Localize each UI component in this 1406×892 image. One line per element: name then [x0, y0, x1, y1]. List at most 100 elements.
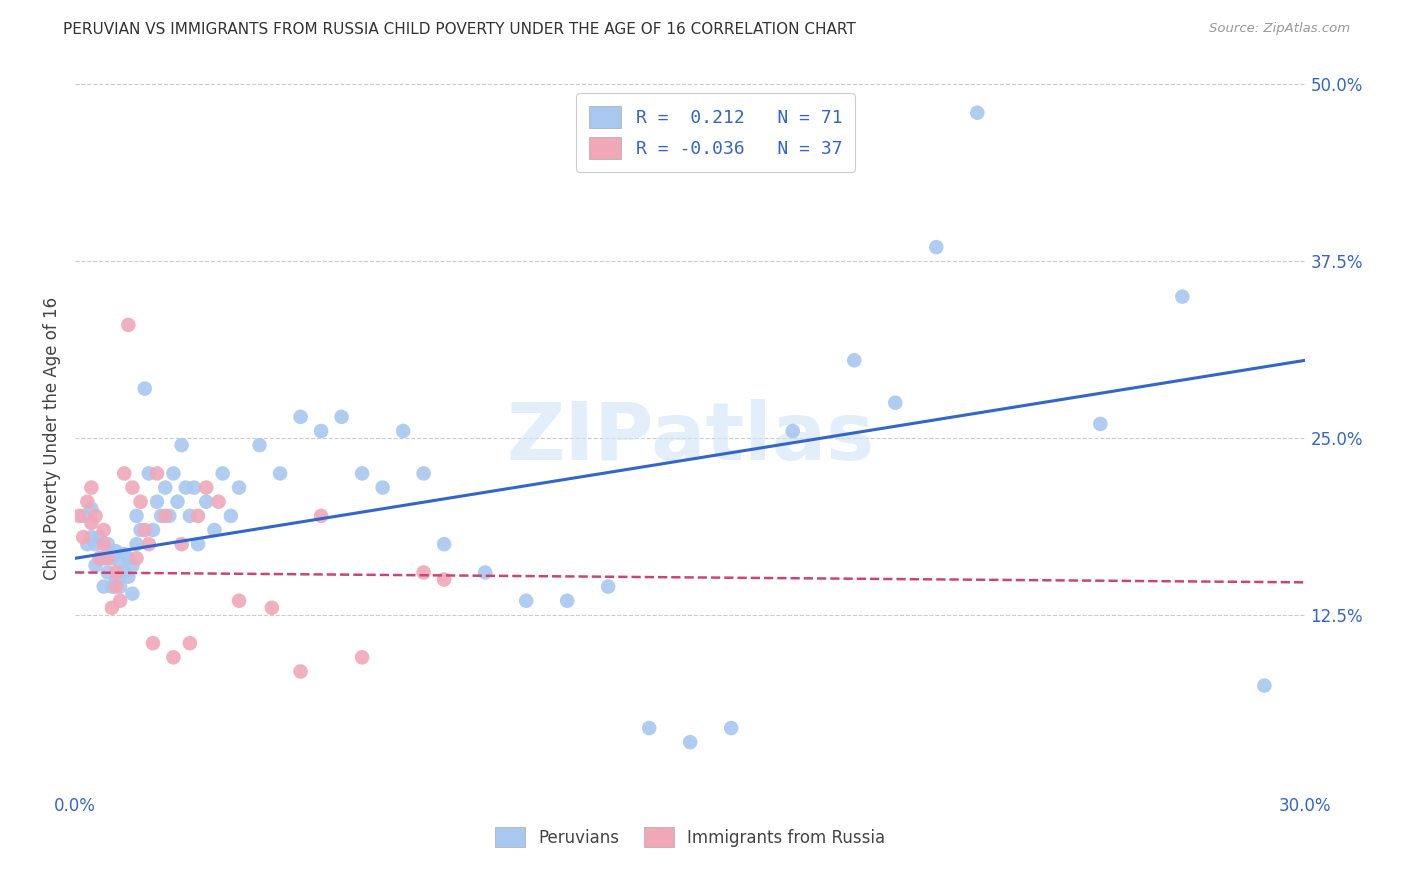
Point	[84, 558, 107, 573]
Point	[134, 382, 156, 396]
Point	[204, 523, 226, 537]
Point	[179, 508, 201, 523]
Point	[105, 544, 128, 558]
Point	[125, 551, 148, 566]
Point	[720, 721, 742, 735]
Point	[112, 467, 135, 481]
Point	[155, 508, 177, 523]
Point	[93, 523, 115, 537]
Point	[142, 523, 165, 537]
Point	[330, 409, 353, 424]
Point	[117, 318, 139, 332]
Point	[72, 508, 94, 523]
Point	[1253, 679, 1275, 693]
Text: PERUVIAN VS IMMIGRANTS FROM RUSSIA CHILD POVERTY UNDER THE AGE OF 16 CORRELATION: PERUVIAN VS IMMIGRANTS FROM RUSSIA CHILD…	[63, 22, 856, 37]
Point	[170, 438, 193, 452]
Point	[72, 530, 94, 544]
Point	[105, 573, 128, 587]
Point	[925, 240, 948, 254]
Point	[134, 523, 156, 537]
Text: Source: ZipAtlas.com: Source: ZipAtlas.com	[1209, 22, 1350, 36]
Point	[89, 551, 111, 566]
Point	[195, 481, 218, 495]
Point	[89, 530, 111, 544]
Point	[269, 467, 291, 481]
Point	[555, 593, 578, 607]
Point	[433, 537, 456, 551]
Point	[105, 580, 128, 594]
Point	[125, 537, 148, 551]
Point	[108, 580, 131, 594]
Point	[125, 508, 148, 523]
Point	[1171, 290, 1194, 304]
Point	[179, 636, 201, 650]
Point	[150, 508, 173, 523]
Point	[966, 105, 988, 120]
Point	[80, 530, 103, 544]
Point	[249, 438, 271, 452]
Point	[76, 494, 98, 508]
Point	[93, 537, 115, 551]
Point	[101, 551, 124, 566]
Point	[166, 494, 188, 508]
Point	[844, 353, 866, 368]
Point	[884, 395, 907, 409]
Point	[228, 593, 250, 607]
Point	[207, 494, 229, 508]
Point	[121, 558, 143, 573]
Point	[80, 501, 103, 516]
Point	[146, 467, 169, 481]
Point	[93, 551, 115, 566]
Point	[101, 600, 124, 615]
Point	[392, 424, 415, 438]
Point	[211, 467, 233, 481]
Point	[195, 494, 218, 508]
Text: ZIPatlas: ZIPatlas	[506, 399, 875, 477]
Point	[142, 636, 165, 650]
Point	[80, 481, 103, 495]
Point	[93, 580, 115, 594]
Point	[187, 537, 209, 551]
Point	[129, 494, 152, 508]
Point	[84, 508, 107, 523]
Point	[97, 551, 120, 566]
Point	[67, 508, 90, 523]
Point	[219, 508, 242, 523]
Point	[101, 580, 124, 594]
Point	[371, 481, 394, 495]
Point	[174, 481, 197, 495]
Point	[228, 481, 250, 495]
Point	[138, 467, 160, 481]
Point	[138, 537, 160, 551]
Point	[117, 551, 139, 566]
Point	[290, 409, 312, 424]
Point	[187, 508, 209, 523]
Y-axis label: Child Poverty Under the Age of 16: Child Poverty Under the Age of 16	[44, 296, 60, 580]
Point	[183, 481, 205, 495]
Point	[162, 467, 184, 481]
Point	[309, 424, 332, 438]
Point	[433, 573, 456, 587]
Point	[117, 570, 139, 584]
Point	[105, 566, 128, 580]
Point	[157, 508, 180, 523]
Point	[155, 481, 177, 495]
Point	[80, 516, 103, 530]
Point	[352, 650, 374, 665]
Point	[598, 580, 620, 594]
Point	[412, 566, 434, 580]
Point	[97, 537, 120, 551]
Point	[97, 566, 120, 580]
Point	[108, 556, 131, 570]
Point	[76, 537, 98, 551]
Point	[89, 551, 111, 566]
Point	[352, 467, 374, 481]
Point	[112, 566, 135, 580]
Point	[679, 735, 702, 749]
Point	[121, 481, 143, 495]
Point	[1090, 417, 1112, 431]
Point	[170, 537, 193, 551]
Point	[146, 494, 169, 508]
Point	[782, 424, 804, 438]
Point	[309, 508, 332, 523]
